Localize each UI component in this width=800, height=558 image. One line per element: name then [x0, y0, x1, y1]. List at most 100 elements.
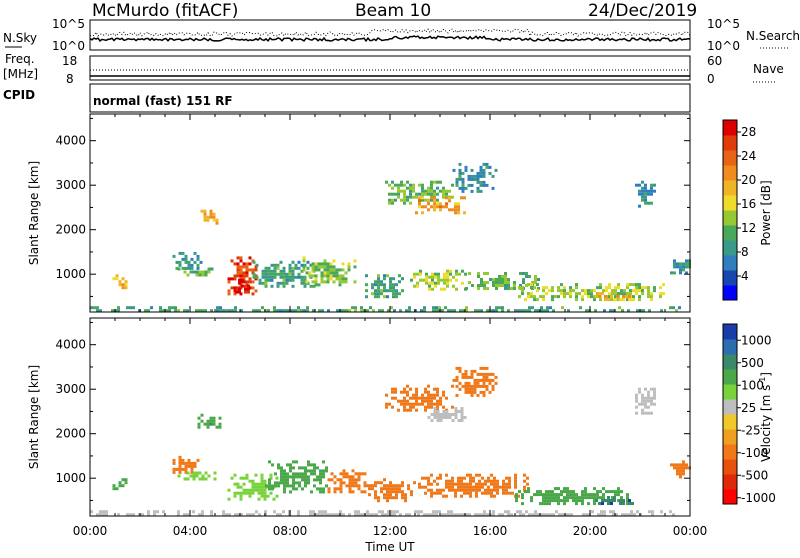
echo-cell [507, 281, 510, 284]
echo-cell [121, 484, 125, 488]
echo-cell [270, 278, 274, 282]
echo-cell [326, 268, 330, 272]
echo-cell [227, 280, 231, 284]
echo-cell [569, 289, 572, 293]
echo-cell [604, 499, 607, 502]
echo-cell [498, 306, 501, 310]
echo-cell [479, 366, 483, 370]
colorbar-tick-label: 100 [741, 378, 764, 392]
echo-cell [418, 396, 421, 400]
echo-cell [460, 419, 464, 422]
echo-cell [437, 272, 440, 276]
echo-cell [400, 390, 403, 394]
echo-cell [679, 472, 682, 476]
echo-cell [428, 284, 431, 288]
echo-cell [241, 284, 244, 288]
echo-cell [612, 513, 615, 517]
echo-cell [111, 309, 114, 313]
echo-cell [603, 309, 606, 313]
echo-cell [641, 402, 644, 406]
echo-cell [304, 475, 307, 479]
echo-cell [598, 292, 601, 295]
echo-cell [490, 491, 493, 495]
echo-cell [239, 265, 243, 269]
echo-cell [635, 393, 638, 397]
echo-cell [251, 491, 255, 495]
echo-cell [406, 393, 409, 397]
echo-cell [436, 405, 439, 409]
echo-cell [248, 479, 252, 483]
echo-cell [563, 502, 566, 506]
echo-cell [436, 482, 439, 486]
echo-cell [225, 309, 228, 313]
echo-cell [190, 257, 194, 261]
echo-cell [386, 493, 389, 497]
echo-cell [581, 295, 584, 299]
echo-cell [209, 212, 213, 216]
echo-cell [485, 387, 489, 391]
echo-cell [476, 189, 480, 193]
y-tick-label: 1000 [55, 471, 86, 485]
echo-cell [540, 309, 543, 313]
echo-cell [433, 196, 436, 200]
echo-cell [508, 479, 511, 483]
echo-cell [469, 479, 472, 483]
echo-cell [99, 510, 102, 514]
noise-tick-bottom-left: 10^0 [52, 39, 85, 53]
echo-cell [392, 295, 395, 299]
echo-cell [314, 283, 318, 287]
echo-cell [283, 478, 286, 482]
echo-cell [248, 494, 252, 498]
echo-cell [427, 208, 430, 212]
echo-cell [438, 306, 441, 310]
echo-cell [206, 215, 210, 219]
echo-cell [608, 295, 611, 299]
echo-cell [239, 292, 243, 296]
echo-cell [427, 402, 430, 406]
echo-cell [288, 263, 292, 267]
echo-cell [465, 306, 468, 310]
echo-cell [277, 484, 280, 488]
echo-cell [298, 484, 301, 488]
echo-cell [319, 478, 322, 482]
echo-cell [254, 473, 258, 477]
echo-cell [177, 513, 180, 517]
echo-cell [641, 192, 644, 196]
echo-cell [442, 186, 445, 190]
echo-cell [289, 475, 292, 479]
echo-cell [260, 485, 264, 489]
echo-cell [650, 298, 653, 302]
echo-cell [601, 499, 604, 502]
echo-cell [679, 475, 682, 479]
echo-cell [641, 396, 644, 400]
echo-cell [279, 281, 283, 285]
echo-cell [237, 513, 240, 517]
echo-cell [473, 381, 477, 385]
echo-cell [233, 482, 237, 486]
echo-cell [401, 496, 404, 500]
echo-cell [608, 283, 611, 287]
echo-cell [275, 476, 279, 480]
echo-cell [323, 271, 327, 275]
velocity-colorbar-label-close: ] [759, 372, 773, 377]
echo-cell [375, 513, 378, 517]
echo-cell [505, 482, 508, 486]
echo-cell [534, 275, 537, 278]
echo-cell [630, 510, 633, 514]
echo-cell [403, 405, 406, 409]
echo-cell [484, 488, 487, 492]
echo-cell [466, 473, 469, 477]
echo-cell [542, 499, 545, 503]
echo-cell [492, 513, 495, 517]
echo-cell [518, 286, 521, 290]
echo-cell [335, 271, 339, 275]
echo-cell [460, 413, 464, 416]
echo-cell [409, 195, 412, 199]
echo-cell [536, 298, 539, 302]
echo-cell [389, 277, 392, 281]
echo-cell [415, 211, 418, 215]
echo-cell [239, 268, 243, 272]
echo-cell [599, 283, 602, 287]
echo-cell [644, 405, 647, 409]
